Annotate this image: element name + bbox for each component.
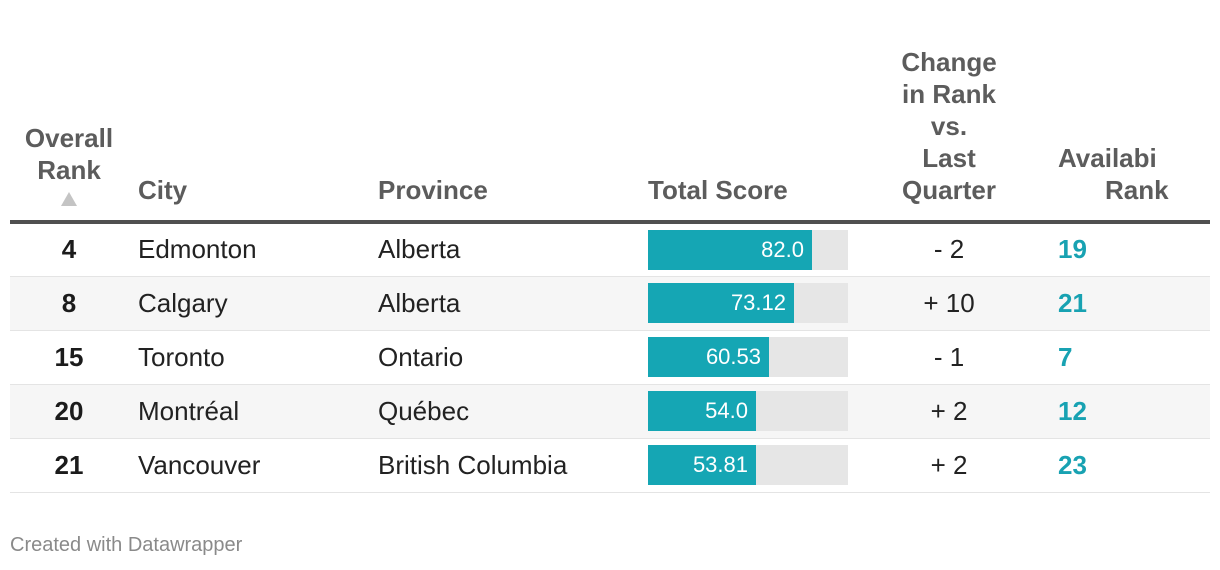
score-bar-label: 53.81 xyxy=(692,452,748,477)
table-body: 4 Edmonton Alberta 82.0 - 2 19 8 Calgary Alberta… xyxy=(10,222,1210,492)
score-bar-track: 73.12 xyxy=(648,283,848,323)
table-row: 4 Edmonton Alberta 82.0 - 2 19 xyxy=(10,222,1210,276)
province-cell: Alberta xyxy=(378,234,461,265)
score-cell: 73.12 xyxy=(638,276,888,330)
score-bar-label: 73.12 xyxy=(730,290,786,315)
availability-rank-cell: 7 xyxy=(1058,341,1073,372)
rank-cell: 21 xyxy=(54,449,84,480)
change-cell: + 2 xyxy=(930,395,968,426)
header-change-line-5: Quarter xyxy=(902,175,996,205)
score-bar-track: 54.0 xyxy=(648,391,848,431)
table-row: 20 Montréal Québec 54.0 + 2 12 xyxy=(10,384,1210,438)
score-bar-track: 82.0 xyxy=(648,229,848,270)
header-change-line-3: vs. xyxy=(930,111,968,141)
score-cell: 60.53 xyxy=(638,330,888,384)
rank-cell: 4 xyxy=(61,234,77,265)
score-cell: 82.0 xyxy=(638,222,888,276)
rank-cell: 20 xyxy=(54,395,84,426)
availability-rank-cell: 19 xyxy=(1058,234,1087,265)
table-row: 15 Toronto Ontario 60.53 - 1 7 xyxy=(10,330,1210,384)
header-row: Overall Rank City Province Total Score C… xyxy=(10,0,1210,224)
score-bar-label: 60.53 xyxy=(705,344,761,369)
province-cell: Ontario xyxy=(378,341,464,372)
province-cell: British Columbia xyxy=(378,449,568,480)
datawrapper-credit: Created with Datawrapper xyxy=(10,534,243,556)
score-cell: 54.0 xyxy=(638,384,888,438)
score-bar-label: 54.0 xyxy=(705,398,748,423)
header-availability-line-1: Availabi xyxy=(1058,143,1157,173)
score-bar xyxy=(648,283,794,323)
header-rank-line-2: Rank xyxy=(37,155,101,185)
header-change-line-2: in Rank xyxy=(902,79,996,109)
change-cell: + 10 xyxy=(923,287,975,318)
column-header-rank[interactable]: Overall Rank xyxy=(10,0,128,224)
column-header-availability-rank[interactable]: Availabi Rank xyxy=(1010,0,1210,224)
rank-cell: 15 xyxy=(54,341,84,372)
city-cell: Vancouver xyxy=(138,449,261,480)
score-bar-track: 60.53 xyxy=(648,337,848,377)
city-cell: Calgary xyxy=(138,287,228,318)
header-rank-line-1: Overall xyxy=(24,123,114,153)
score-bar xyxy=(648,391,756,431)
change-cell: - 2 xyxy=(933,234,965,265)
score-bar-track: 53.81 xyxy=(648,445,848,485)
header-change-line-1: Change xyxy=(901,47,997,77)
city-cell: Edmonton xyxy=(138,234,257,265)
column-header-total-score[interactable]: Total Score xyxy=(638,0,888,224)
table-row: 21 Vancouver British Columbia 53.81 + 2 23 xyxy=(10,438,1210,492)
rank-cell: 8 xyxy=(61,287,77,318)
score-bar xyxy=(648,445,756,485)
score-bar-label: 82.0 xyxy=(761,236,804,262)
column-header-city[interactable]: City xyxy=(128,0,368,224)
province-cell: Québec xyxy=(378,395,470,426)
city-cell: Toronto xyxy=(138,341,225,372)
sort-ascending-icon[interactable] xyxy=(61,192,77,206)
availability-rank-cell: 23 xyxy=(1058,449,1087,480)
city-cell: Montréal xyxy=(138,395,240,426)
score-bar xyxy=(648,337,769,377)
column-header-province[interactable]: Province xyxy=(368,0,638,224)
header-change-line-4: Last xyxy=(922,143,976,173)
score-cell: 53.81 xyxy=(638,438,888,492)
province-cell: Alberta xyxy=(378,287,461,318)
change-cell: - 1 xyxy=(933,341,965,372)
header-availability-line-2: Rank xyxy=(1105,175,1169,205)
ranking-table-container: Overall Rank City Province Total Score C… xyxy=(10,0,1210,500)
score-bar xyxy=(648,229,812,270)
availability-rank-cell: 12 xyxy=(1058,395,1087,426)
change-cell: + 2 xyxy=(930,449,968,480)
availability-rank-cell: 21 xyxy=(1058,287,1087,318)
table-row: 8 Calgary Alberta 73.12 + 10 21 xyxy=(10,276,1210,330)
ranking-table: Overall Rank City Province Total Score C… xyxy=(10,0,1210,493)
column-header-change[interactable]: Change in Rank vs. Last Quarter xyxy=(888,0,1010,224)
